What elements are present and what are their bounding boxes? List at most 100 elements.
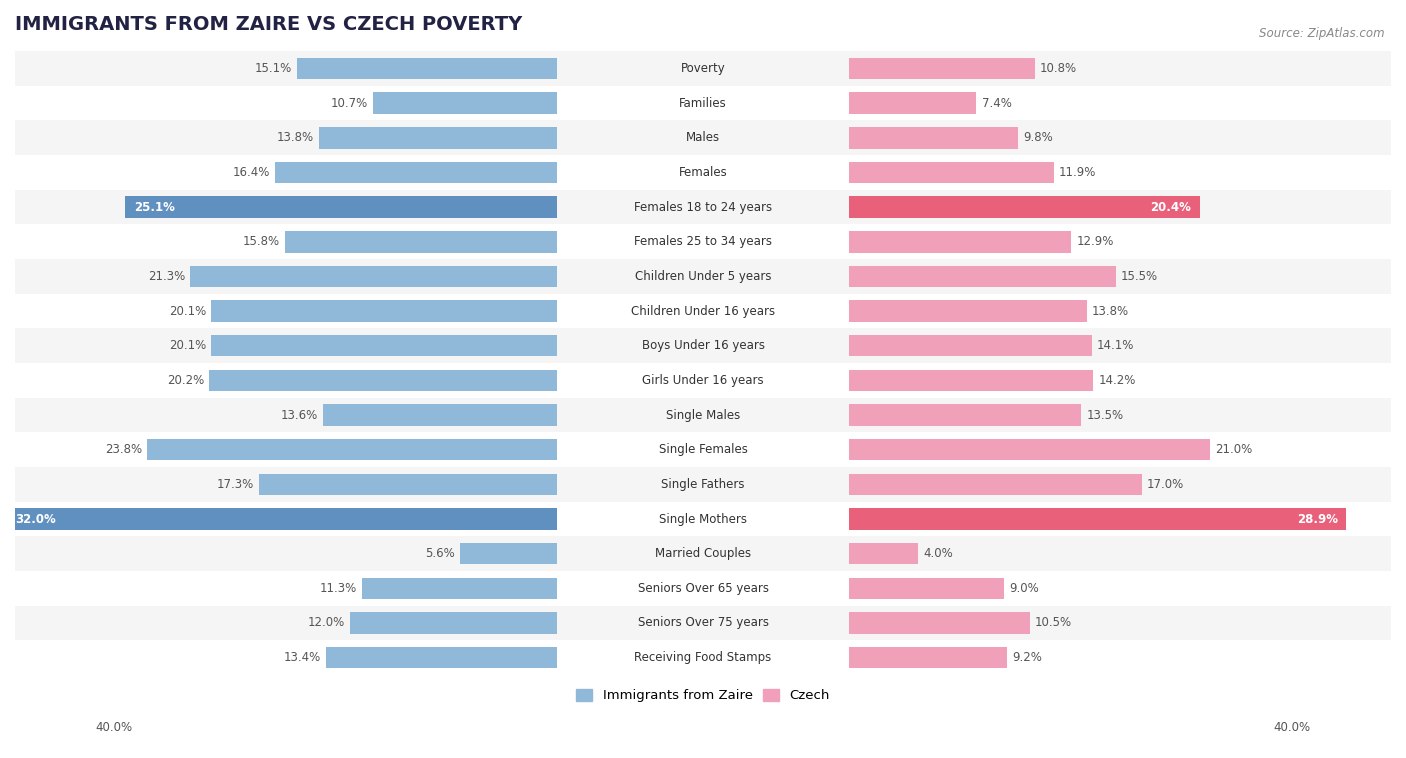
Bar (15, 571, 1391, 606)
Text: Single Males: Single Males (666, 409, 740, 421)
Bar (350, 612, 557, 634)
Text: Families: Families (679, 97, 727, 110)
Bar (15, 224, 1391, 259)
Bar (190, 266, 557, 287)
Bar (849, 543, 918, 565)
Bar (297, 58, 557, 80)
Text: 16.4%: 16.4% (232, 166, 270, 179)
Bar (209, 370, 557, 391)
Bar (373, 92, 557, 114)
Text: Seniors Over 65 years: Seniors Over 65 years (637, 582, 769, 595)
Text: Source: ZipAtlas.com: Source: ZipAtlas.com (1260, 27, 1385, 39)
Text: 10.8%: 10.8% (1040, 62, 1077, 75)
Text: 20.1%: 20.1% (169, 340, 205, 352)
Bar (849, 300, 1087, 322)
Bar (211, 300, 557, 322)
Text: 14.1%: 14.1% (1097, 340, 1135, 352)
Bar (15, 52, 1391, 86)
Text: 4.0%: 4.0% (924, 547, 953, 560)
Text: 13.6%: 13.6% (280, 409, 318, 421)
Text: 40.0%: 40.0% (1274, 721, 1310, 734)
Text: 10.7%: 10.7% (330, 97, 367, 110)
Text: 15.5%: 15.5% (1121, 270, 1159, 283)
Bar (259, 474, 557, 495)
Bar (849, 578, 1004, 599)
Text: Females 25 to 34 years: Females 25 to 34 years (634, 235, 772, 249)
Bar (15, 121, 1391, 155)
Bar (849, 647, 1008, 669)
Bar (849, 196, 1201, 218)
Bar (15, 537, 1391, 571)
Bar (849, 161, 1054, 183)
Text: 21.0%: 21.0% (1216, 443, 1253, 456)
Text: 23.8%: 23.8% (105, 443, 142, 456)
Text: 9.8%: 9.8% (1024, 131, 1053, 144)
Text: 28.9%: 28.9% (1296, 512, 1337, 525)
Text: 20.4%: 20.4% (1150, 201, 1191, 214)
Text: Males: Males (686, 131, 720, 144)
Text: 15.1%: 15.1% (254, 62, 292, 75)
Text: Single Mothers: Single Mothers (659, 512, 747, 525)
Text: Girls Under 16 years: Girls Under 16 years (643, 374, 763, 387)
Text: Females 18 to 24 years: Females 18 to 24 years (634, 201, 772, 214)
Text: 9.0%: 9.0% (1010, 582, 1039, 595)
Text: 11.9%: 11.9% (1059, 166, 1097, 179)
Text: 25.1%: 25.1% (134, 201, 174, 214)
Bar (849, 612, 1029, 634)
Text: 13.8%: 13.8% (277, 131, 315, 144)
Bar (211, 335, 557, 356)
Text: 40.0%: 40.0% (96, 721, 132, 734)
Text: 14.2%: 14.2% (1098, 374, 1136, 387)
Text: 7.4%: 7.4% (981, 97, 1011, 110)
Text: 20.1%: 20.1% (169, 305, 205, 318)
Bar (15, 432, 1391, 467)
Bar (15, 328, 1391, 363)
Text: Single Females: Single Females (658, 443, 748, 456)
Bar (15, 190, 1391, 224)
Bar (849, 58, 1035, 80)
Bar (15, 363, 1391, 398)
Text: 13.8%: 13.8% (1091, 305, 1129, 318)
Bar (15, 86, 1391, 121)
Bar (274, 161, 557, 183)
Text: 12.9%: 12.9% (1076, 235, 1114, 249)
Bar (319, 127, 557, 149)
Text: 32.0%: 32.0% (15, 512, 56, 525)
Bar (849, 509, 1347, 530)
Bar (849, 474, 1142, 495)
Text: 17.0%: 17.0% (1147, 478, 1184, 491)
Text: 15.8%: 15.8% (243, 235, 280, 249)
Text: 17.3%: 17.3% (217, 478, 254, 491)
Bar (15, 398, 1391, 432)
Bar (849, 404, 1081, 426)
Bar (849, 266, 1116, 287)
Bar (15, 259, 1391, 294)
Bar (849, 439, 1211, 460)
Text: 13.5%: 13.5% (1087, 409, 1123, 421)
Text: Poverty: Poverty (681, 62, 725, 75)
Bar (15, 606, 1391, 641)
Bar (323, 404, 557, 426)
Bar (15, 502, 1391, 537)
Bar (125, 196, 557, 218)
Legend: Immigrants from Zaire, Czech: Immigrants from Zaire, Czech (571, 684, 835, 708)
Bar (849, 370, 1094, 391)
Text: 20.2%: 20.2% (167, 374, 204, 387)
Text: Children Under 16 years: Children Under 16 years (631, 305, 775, 318)
Text: 10.5%: 10.5% (1035, 616, 1073, 629)
Text: Females: Females (679, 166, 727, 179)
Text: 9.2%: 9.2% (1012, 651, 1042, 664)
Bar (849, 127, 1018, 149)
Bar (849, 335, 1091, 356)
Text: Receiving Food Stamps: Receiving Food Stamps (634, 651, 772, 664)
Text: Boys Under 16 years: Boys Under 16 years (641, 340, 765, 352)
Text: Children Under 5 years: Children Under 5 years (634, 270, 772, 283)
Text: 21.3%: 21.3% (148, 270, 186, 283)
Bar (15, 467, 1391, 502)
Text: Married Couples: Married Couples (655, 547, 751, 560)
Text: 11.3%: 11.3% (321, 582, 357, 595)
Text: 12.0%: 12.0% (308, 616, 346, 629)
Bar (849, 231, 1071, 252)
Text: Single Fathers: Single Fathers (661, 478, 745, 491)
Text: 13.4%: 13.4% (284, 651, 321, 664)
